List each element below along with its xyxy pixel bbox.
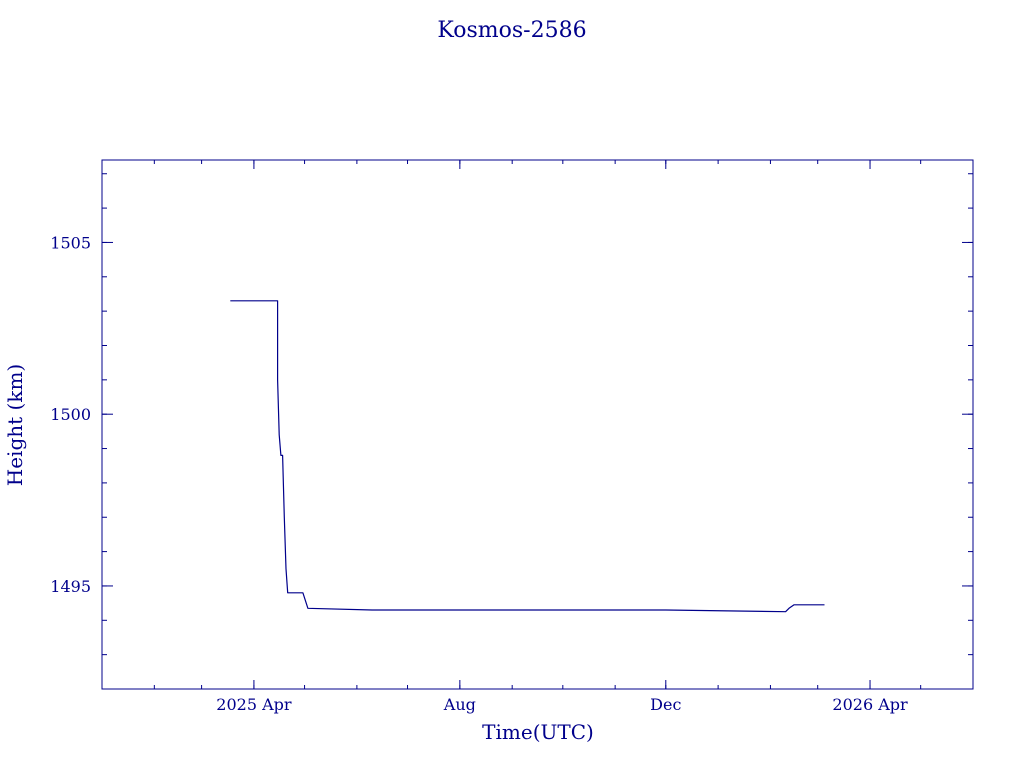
height-series-line bbox=[230, 300, 825, 613]
x-axis-label: Time(UTC) bbox=[482, 720, 594, 744]
y-tick-labels: 1495 1500 1505 bbox=[50, 233, 91, 596]
x-tick-label: 2026 Apr bbox=[832, 695, 908, 714]
x-tick-label: Aug bbox=[443, 695, 476, 714]
x-tick-labels: 2025 Apr Aug Dec 2026 Apr bbox=[216, 695, 908, 714]
y-tick-label: 1505 bbox=[50, 233, 91, 252]
y-tick-label: 1500 bbox=[50, 405, 91, 424]
y-tick-label: 1495 bbox=[50, 577, 91, 596]
plot-frame bbox=[101, 159, 974, 690]
y-axis-label: Height (km) bbox=[3, 364, 27, 486]
series-layer bbox=[230, 300, 825, 613]
chart-title: Kosmos-2586 bbox=[437, 18, 586, 43]
x-tick-label: 2025 Apr bbox=[216, 695, 292, 714]
minor-ticks bbox=[101, 160, 974, 690]
major-ticks bbox=[102, 160, 973, 689]
x-tick-label: Dec bbox=[650, 695, 681, 714]
